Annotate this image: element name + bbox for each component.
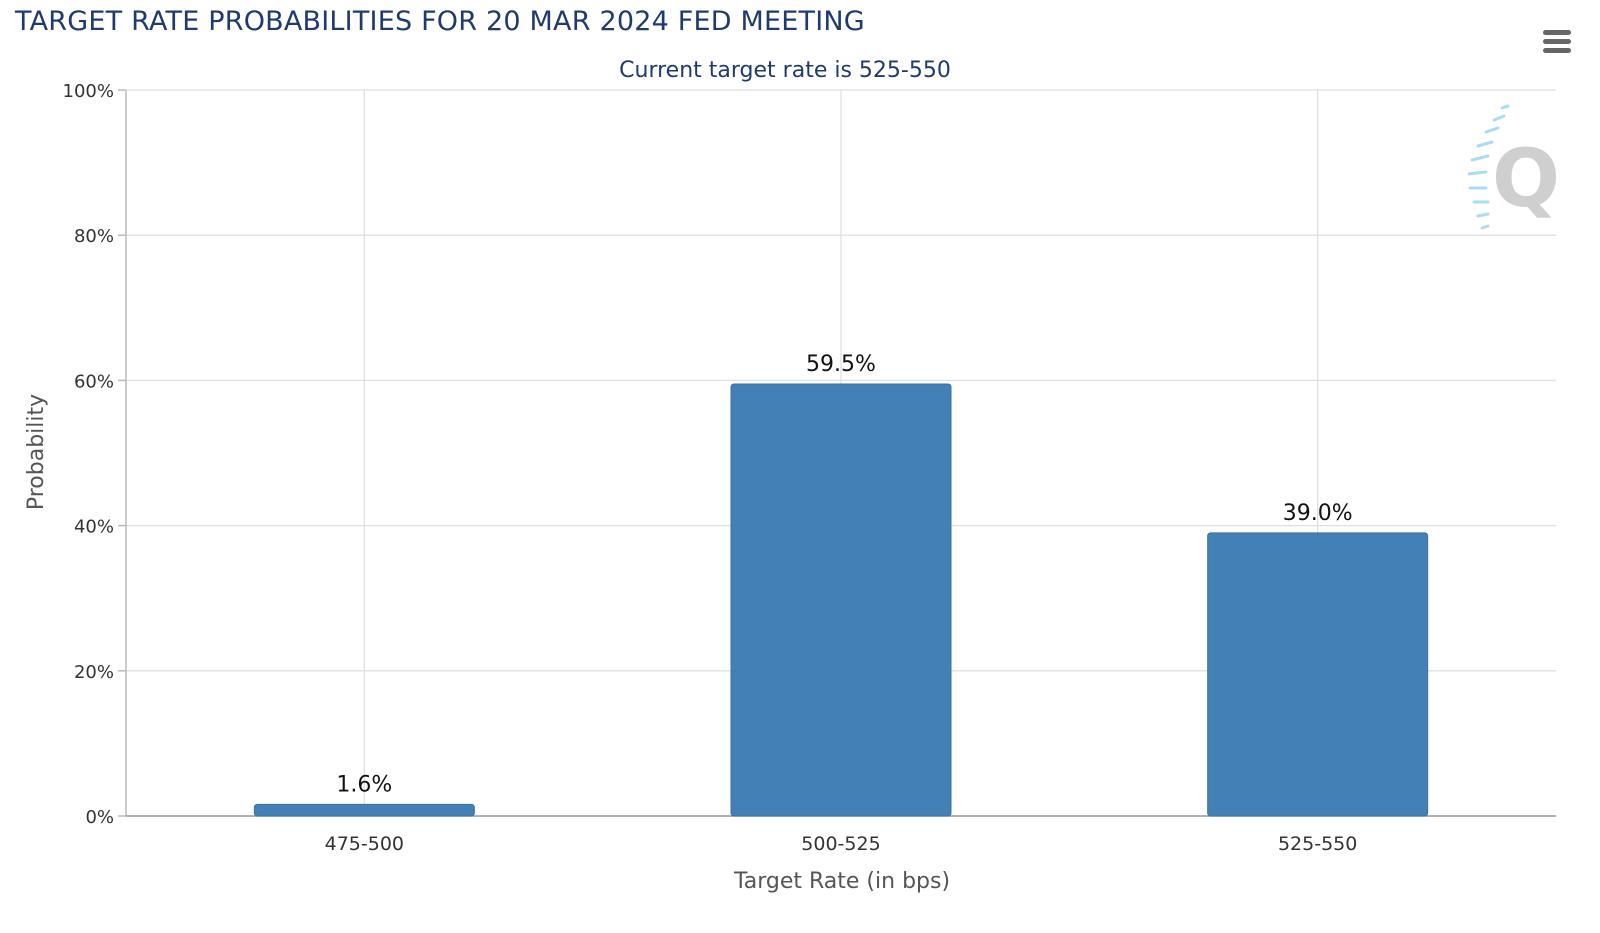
- bar-525-550[interactable]: [1207, 532, 1429, 817]
- x-tick-label: 525-550: [1278, 833, 1357, 855]
- data-label: 59.5%: [806, 352, 876, 377]
- y-tick-label: 100%: [63, 81, 114, 102]
- bars: [253, 383, 1429, 817]
- y-tick-label: 40%: [74, 517, 114, 538]
- x-tick-label: 500-525: [801, 833, 880, 855]
- y-tick-label: 0%: [85, 807, 114, 828]
- bar-475-500[interactable]: [253, 803, 475, 817]
- watermark-logo-icon: Q: [1468, 104, 1560, 230]
- y-tick-label: 60%: [74, 371, 114, 392]
- bar-500-525[interactable]: [730, 383, 952, 817]
- chart-title: TARGET RATE PROBABILITIES FOR 20 MAR 202…: [15, 6, 865, 37]
- data-label: 1.6%: [336, 772, 392, 797]
- svg-text:Q: Q: [1492, 132, 1560, 225]
- y-tick-label: 80%: [74, 226, 114, 247]
- y-tick-label: 20%: [74, 662, 114, 683]
- labels: 0% 20% 40% 60% 80% 100% 475-500 500-525 525-550 1…: [63, 81, 1358, 855]
- x-axis-title: Target Rate (in bps): [733, 869, 950, 894]
- y-axis-title: Probability: [24, 394, 49, 510]
- chart-subtitle: Current target rate is 525-550: [619, 58, 951, 83]
- data-label: 39.0%: [1283, 501, 1353, 526]
- hamburger-menu-icon[interactable]: [1540, 28, 1574, 58]
- x-tick-label: 475-500: [325, 833, 404, 855]
